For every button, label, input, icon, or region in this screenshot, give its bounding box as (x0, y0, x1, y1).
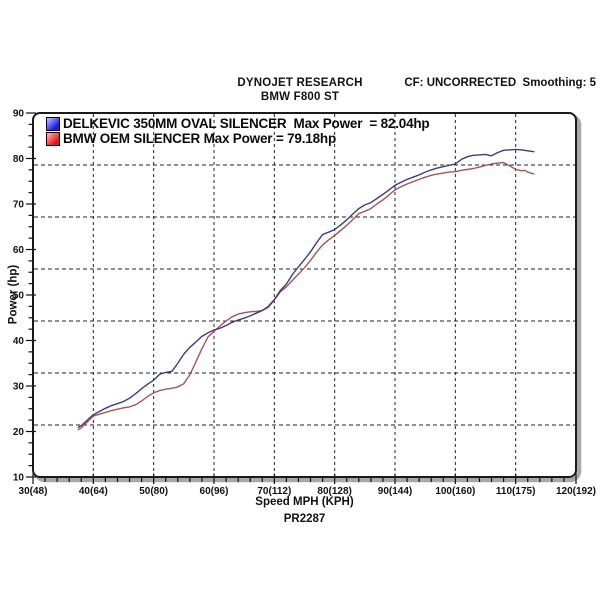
y-tick-label-90: 90 (13, 109, 25, 120)
delkevic-series-swatch (46, 116, 60, 131)
legend-item-delkevic: DELKEVIC 350MM OVAL SILENCER Max Power =… (46, 116, 430, 131)
x-tick-label-40: 40(64) (79, 486, 108, 497)
legend: DELKEVIC 350MM OVAL SILENCER Max Power =… (46, 116, 430, 146)
y-tick-label-60: 60 (13, 245, 25, 256)
power-curve-bmw-oem-silencer (77, 161, 535, 431)
x-tick-label-100: 100(160) (435, 486, 475, 497)
power-curve-delkevic-350mm-oval-silencer (77, 148, 535, 429)
x-tick-label-70: 70(112) (257, 486, 291, 497)
plot-frame (32, 112, 577, 478)
legend-item-bmw-oem: BMW OEM SILENCER Max Power = 79.18hp (46, 131, 429, 146)
y-tick-label-70: 70 (13, 200, 25, 211)
x-tick-label-80: 80(128) (317, 486, 351, 497)
y-tick-label-50: 50 (13, 291, 25, 302)
x-axis-title: Speed MPH (KPH) (255, 496, 354, 508)
y-tick-label-40: 40 (13, 336, 25, 347)
chart-title: DYNOJET RESEARCH (237, 77, 363, 89)
x-tick-label-60: 60(96) (200, 486, 229, 497)
y-tick-label-20: 20 (13, 427, 25, 438)
x-tick-label-30: 30(48) (19, 486, 48, 497)
legend-label-bmw-oem: BMW OEM SILENCER Max Power = 79.18hp (63, 131, 336, 146)
y-tick-label-80: 80 (13, 154, 25, 165)
x-tick-label-50: 50(80) (139, 486, 168, 497)
y-tick-label-30: 30 (13, 382, 25, 393)
bmw-oem-series-swatch (46, 131, 60, 146)
correction-smoothing-info: CF: UNCORRECTED Smoothing: 5 (404, 77, 596, 89)
y-axis-title: Power (hp) (7, 264, 20, 325)
plot-background (33, 113, 576, 477)
x-tick-label-110: 110(175) (496, 486, 535, 497)
y-tick-label-10: 10 (13, 473, 25, 484)
chart-subtitle: BMW F800 ST (260, 91, 340, 103)
x-tick-label-120: 120(192) (556, 486, 596, 497)
legend-label-delkevic: DELKEVIC 350MM OVAL SILENCER Max Power =… (63, 116, 430, 131)
x-tick-label-90: 90(144) (378, 486, 412, 497)
run-code: PR2287 (283, 513, 326, 525)
